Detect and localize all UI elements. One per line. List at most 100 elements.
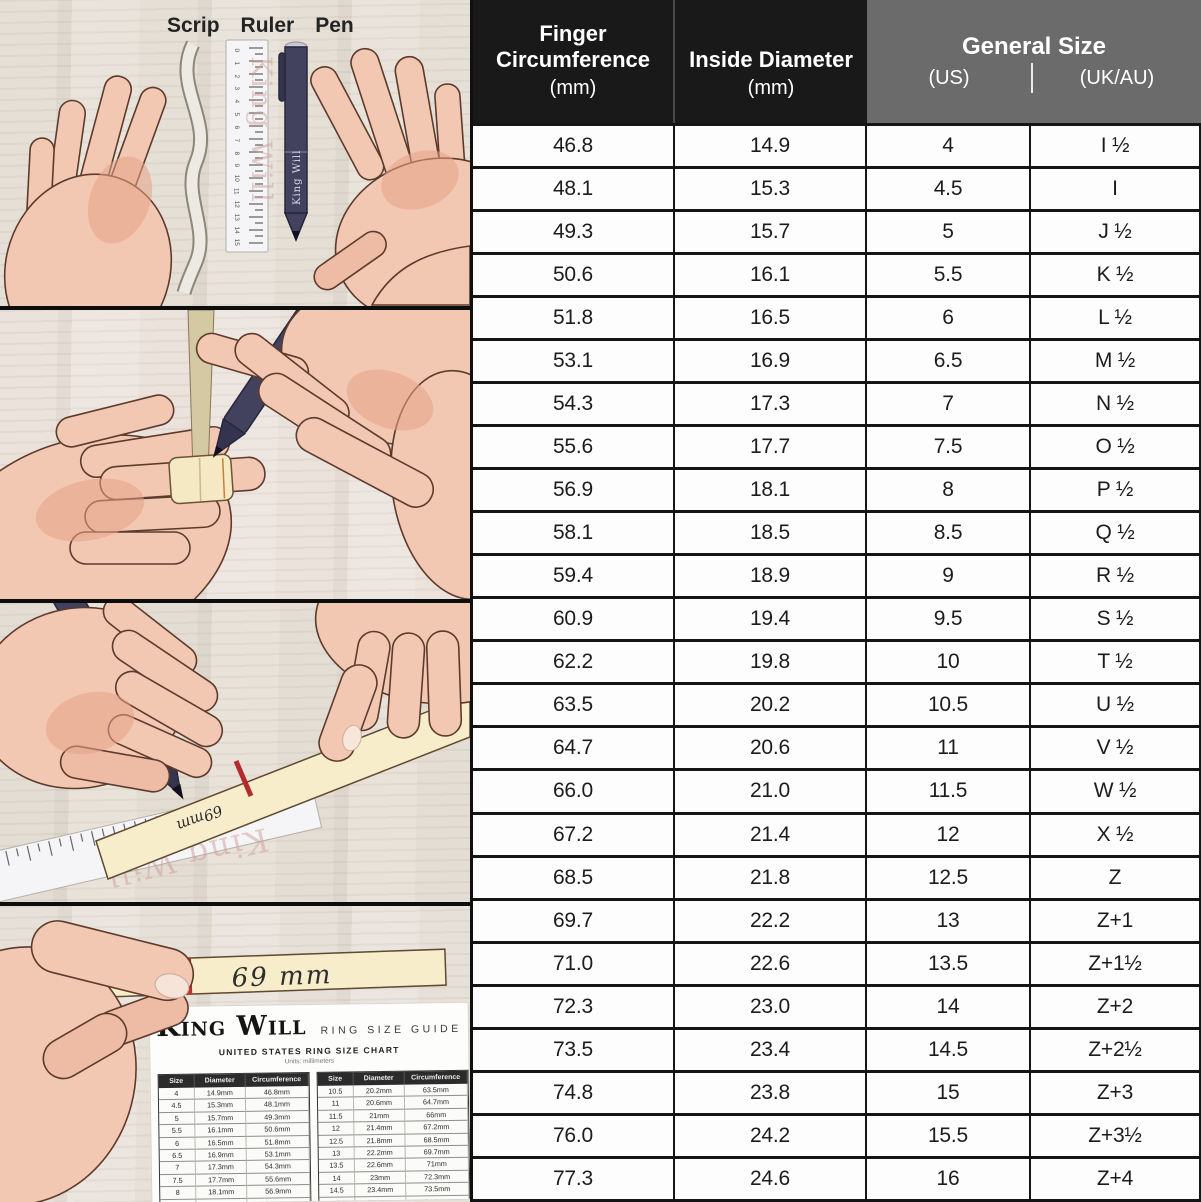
table-cell: Q ½ — [1031, 513, 1201, 557]
list-item: 10 — [232, 174, 240, 183]
table-cell: Z+4 — [1031, 1158, 1201, 1202]
table-cell: 8 — [867, 470, 1031, 514]
header-general-size: General Size (US) (UK/AU) — [867, 0, 1201, 123]
table-cell: 21.8 — [675, 857, 867, 901]
table-cell: P ½ — [1031, 470, 1201, 514]
table-cell: 23.0 — [675, 986, 867, 1030]
table-cell: 18.1 — [675, 470, 867, 514]
thumbnail — [342, 724, 362, 752]
label-pen: Pen — [315, 14, 354, 37]
mark-illustration: King Will 69mm King Will — [0, 603, 470, 902]
list-item: 0 — [232, 48, 240, 53]
table-cell: 49.3 — [473, 212, 675, 256]
table-cell: S ½ — [1031, 599, 1201, 643]
table-cell: 10.5 — [867, 685, 1031, 729]
table-cell: 21.4 — [675, 814, 867, 858]
table-cell: 55.6 — [473, 427, 675, 471]
list-item: 3 — [232, 86, 240, 91]
table-cell: 6 — [867, 298, 1031, 342]
list-item: 15 — [232, 239, 240, 247]
table-cell: 4.5 — [867, 169, 1031, 213]
table-cell: 58.1 — [473, 513, 675, 557]
strip-measurement-text: 69 mm — [231, 960, 333, 993]
table-cell: J ½ — [1031, 212, 1201, 256]
table-cell: 14.9 — [675, 126, 867, 170]
tool-labels: Scrip Ruler Pen — [167, 14, 354, 38]
table-cell: 16.5 — [675, 298, 867, 342]
table-cell: 16.1 — [675, 255, 867, 299]
table-cell: 17.7 — [675, 427, 867, 471]
table-cell: 7.5 — [867, 427, 1031, 471]
list-item: 7 — [232, 138, 240, 142]
label-ruler: Ruler — [240, 14, 295, 37]
table-cell: O ½ — [1031, 427, 1201, 471]
header-unit: (mm) — [747, 76, 795, 99]
table-cell: 9 — [867, 556, 1031, 600]
table-cell: N ½ — [1031, 384, 1201, 428]
list-item: 1 — [232, 61, 240, 65]
table-cell: 16 — [867, 1158, 1031, 1202]
list-item: 9 — [232, 163, 240, 168]
table-cell: 20.2 — [675, 685, 867, 729]
ruler-numbers: 0 1 2 3 4 5 6 7 8 9 10 11 12 13 14 15 — [229, 47, 242, 246]
table-cell: 18.5 — [675, 513, 867, 557]
table-cell: 15.3 — [675, 169, 867, 213]
thumbnail — [154, 973, 190, 999]
table-cell: Z+1½ — [1031, 943, 1201, 987]
table-cell: M ½ — [1031, 341, 1201, 385]
table-cell: 12.5 — [867, 857, 1031, 901]
red-mark — [233, 760, 254, 797]
table-cell: 15.5 — [867, 1115, 1031, 1159]
table-cell: U ½ — [1031, 685, 1201, 729]
table-cell: 71.0 — [473, 943, 675, 987]
table-cell: 72.3 — [473, 986, 675, 1030]
header-text: Inside Diameter — [689, 46, 853, 72]
table-header: Finger Circumference (mm) Inside Diamete… — [473, 0, 1201, 126]
table-cell: 48.1 — [473, 169, 675, 213]
list-item: 14 — [232, 226, 240, 234]
list-item: 13 — [232, 213, 240, 221]
table-cell: Z+3 — [1031, 1072, 1201, 1116]
table-cell: 17.3 — [675, 384, 867, 428]
table-cell: 56.9 — [473, 470, 675, 514]
table-cell: 10 — [867, 642, 1031, 686]
right-hand-illustration — [310, 47, 470, 306]
list-item: 4 — [232, 99, 240, 104]
strip-icon — [176, 40, 208, 295]
panel-wrap-finger — [0, 310, 470, 599]
table-cell: 9.5 — [867, 599, 1031, 643]
table-cell: 14.5 — [867, 1029, 1031, 1073]
header-text: Finger — [539, 20, 607, 46]
table-cell: 20.6 — [675, 728, 867, 772]
table-cell: 68.5 — [473, 857, 675, 901]
table-cell: 77.3 — [473, 1158, 675, 1202]
right-hand-illustration — [195, 310, 470, 599]
table-cell: 73.5 — [473, 1029, 675, 1073]
table-cell: 54.3 — [473, 384, 675, 428]
table-cell: V ½ — [1031, 728, 1201, 772]
table-cell: 22.6 — [675, 943, 867, 987]
table-cell: 18.9 — [675, 556, 867, 600]
header-us-label: (US) — [928, 66, 970, 89]
list-item: 5 — [232, 112, 240, 117]
table-cell: 21.0 — [675, 771, 867, 815]
table-cell: 4 — [867, 126, 1031, 170]
left-hand-illustration — [0, 920, 195, 1202]
table-cell: Z+2½ — [1031, 1029, 1201, 1073]
list-item: 8 — [232, 151, 240, 155]
table-cell: I — [1031, 169, 1201, 213]
table-cell: W ½ — [1031, 771, 1201, 815]
strip-band-icon — [168, 453, 234, 505]
table-cell: 8.5 — [867, 513, 1031, 557]
table-cell: 23.8 — [675, 1072, 867, 1116]
header-uk-label: (UK/AU) — [1031, 62, 1201, 93]
table-cell: 13.5 — [867, 943, 1031, 987]
panel-measure-result: King Will RING SIZE GUIDE UNITED STATES … — [0, 906, 470, 1202]
table-cell: R ½ — [1031, 556, 1201, 600]
table-cell: 66.0 — [473, 771, 675, 815]
wrap-illustration — [0, 310, 470, 599]
ruler-icon: King Will — [225, 39, 278, 253]
table-cell: 60.9 — [473, 599, 675, 643]
table-cell: 11.5 — [867, 771, 1031, 815]
